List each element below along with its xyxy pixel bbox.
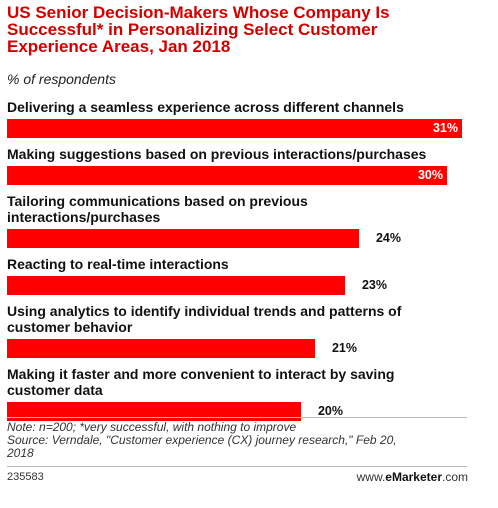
bar [7,229,359,248]
title-line-2: Successful* in Personalizing Select Cust… [7,20,378,39]
chart-id: 235583 [7,471,44,483]
value-label: 21% [331,341,357,355]
category-label: Reacting to real-time interactions [7,256,229,272]
value-label: 24% [375,231,401,245]
category-label: interactions/purchases [7,209,161,225]
source-line-1: Source: Verndale, "Customer experience (… [7,433,397,447]
value-label: 31% [432,121,458,135]
chart-subtitle: % of respondents [7,71,116,87]
bar [7,402,301,421]
brand-prefix: www. [356,470,386,484]
bar [7,166,447,185]
bar [7,119,462,138]
category-label: Using analytics to identify individual t… [7,303,402,319]
title-line-1: US Senior Decision-Makers Whose Company … [7,3,390,22]
brand-name: eMarketer [385,470,442,484]
source-line-2: 2018 [7,446,34,460]
category-label: customer behavior [7,319,133,335]
chart-title: US Senior Decision-Makers Whose Company … [7,4,477,55]
emarketer-logo[interactable]: www.eMarketer.com [357,470,468,484]
value-label: 30% [417,168,443,182]
footer-divider [7,417,467,418]
category-label: Delivering a seamless experience across … [7,99,404,115]
title-line-3: Experience Areas, Jan 2018 [7,37,231,56]
value-label: 23% [361,278,387,292]
category-label: Tailoring communications based on previo… [7,193,308,209]
bar [7,339,315,358]
category-label: customer data [7,382,103,398]
bottom-divider [7,466,467,467]
brand-suffix: .com [441,470,468,484]
footnote: Note: n=200; *very successful, with noth… [7,420,297,434]
category-label: Making suggestions based on previous int… [7,146,427,162]
value-label: 20% [317,404,343,418]
category-label: Making it faster and more convenient to … [7,366,395,382]
bar [7,276,345,295]
